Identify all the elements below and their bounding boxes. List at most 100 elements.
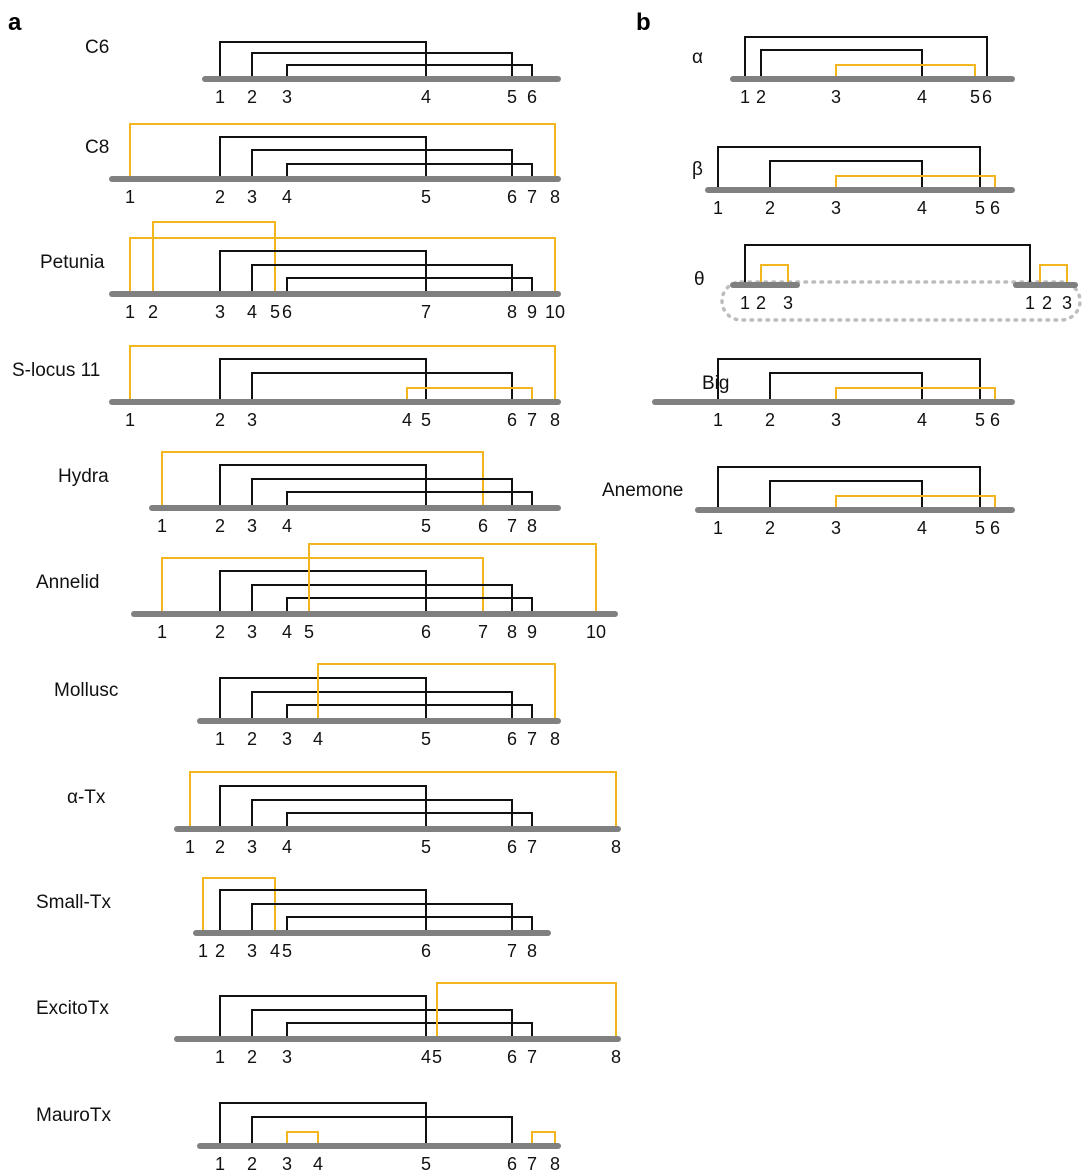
disulfide-bond-2-6 — [219, 889, 427, 933]
family-label: Anemone — [602, 480, 683, 501]
cysteine-number: 5 — [507, 87, 517, 107]
cysteine-number: 2 — [215, 941, 225, 961]
disulfide-bond-1-10 — [129, 237, 556, 294]
cysteine-number: 7 — [507, 516, 517, 536]
cysteine-number: 4 — [421, 1047, 431, 1067]
cysteine-number: 1 — [740, 293, 750, 313]
disulfide-bond-1-5 — [717, 146, 981, 190]
cysteine-number: 6 — [478, 516, 488, 536]
disulfide-bond-2-5 — [219, 358, 427, 402]
disulfide-bond-4-8 — [286, 491, 533, 508]
diagram-hydra: 1 2 3 4 5 6 7 8 Hydra — [58, 451, 561, 536]
disulfide-bond-3-7 — [251, 903, 513, 933]
disulfide-bond-2-6 — [251, 691, 513, 721]
cysteine-number: 6 — [282, 302, 292, 322]
cysteine-number: 4 — [282, 837, 292, 857]
disulfide-bond-1-6 — [744, 36, 988, 79]
cysteine-number: 1 — [125, 302, 135, 322]
cysteine-number: 6 — [507, 1047, 517, 1067]
disulfide-bond-1-8 — [129, 345, 556, 402]
cysteine-number: 5 — [421, 187, 431, 207]
cysteine-number: 1 — [713, 198, 723, 218]
disulfide-bond-2-3 — [760, 264, 789, 285]
disulfide-bond-5-10 — [308, 543, 597, 614]
cysteine-number: 2 — [247, 87, 257, 107]
cysteine-number: 8 — [550, 1154, 560, 1174]
panel-label-a: a — [8, 9, 22, 36]
diagram-c6: 1 2 3 4 5 6 C6 — [85, 37, 561, 107]
cysteine-number: 7 — [478, 622, 488, 642]
disulfide-bond-3-6 — [286, 64, 533, 79]
cysteine-number: 8 — [527, 516, 537, 536]
cysteine-number: 5 — [421, 516, 431, 536]
cysteine-number: 1 — [740, 87, 750, 107]
cysteine-number: 2 — [756, 87, 766, 107]
cysteine-number: 8 — [527, 941, 537, 961]
cysteine-number: 3 — [247, 622, 257, 642]
cysteine-number: 4 — [282, 516, 292, 536]
cysteine-number: 7 — [527, 837, 537, 857]
cysteine-number: 8 — [550, 410, 560, 430]
cysteine-number: 4 — [917, 87, 927, 107]
cysteine-number: 5 — [975, 410, 985, 430]
cysteine-number: 5 — [975, 198, 985, 218]
cysteine-number: 3 — [247, 837, 257, 857]
cysteine-number: 9 — [527, 622, 537, 642]
cysteine-number: 2 — [765, 410, 775, 430]
cysteine-number: 2 — [765, 518, 775, 538]
diagram-theta-def: 1 2 3 1 2 3θ — [694, 244, 1082, 322]
disulfide-bond-3-6 — [835, 175, 996, 190]
cysteine-number: 6 — [527, 87, 537, 107]
disulfide-bond-2-6 — [251, 1009, 513, 1039]
disulfide-bond-4-7 — [286, 812, 533, 829]
cysteine-number: 7 — [527, 1154, 537, 1174]
cysteine-number: 2 — [215, 622, 225, 642]
cysteine-number: 4 — [313, 729, 323, 749]
cysteine-number: 8 — [507, 302, 517, 322]
diagram-petunia: 1 2 3 4 5 6 7 8 9 10 Petunia — [40, 221, 565, 322]
family-label: C6 — [85, 37, 109, 58]
diagram-anemone: 1 2 3 4 5 6 Anemone — [602, 466, 1015, 538]
disulfide-bond-5-8 — [286, 916, 533, 933]
cysteine-number: 3 — [215, 302, 225, 322]
cysteine-number: 5 — [970, 87, 980, 107]
cysteine-number: 1 — [713, 518, 723, 538]
disulfide-bond-3-7 — [286, 1022, 533, 1039]
cysteine-number: 4 — [917, 410, 927, 430]
cysteine-number: 3 — [831, 87, 841, 107]
cysteine-number: 4 — [270, 941, 280, 961]
cysteine-number: 2 — [215, 837, 225, 857]
diagram-beta-def: 1 2 3 4 5 6 β — [692, 146, 1015, 218]
disulfide-bond-4-7 — [286, 163, 533, 179]
cysteine-number: 6 — [507, 729, 517, 749]
cysteine-number: 5 — [270, 302, 280, 322]
disulfide-bond-3-7 — [286, 704, 533, 721]
cysteine-number: 5 — [304, 622, 314, 642]
disulfide-bond-2-5 — [152, 221, 276, 294]
cysteine-number: 7 — [507, 941, 517, 961]
cysteine-number: 7 — [527, 187, 537, 207]
disulfide-bond-5-8 — [436, 982, 617, 1039]
cysteine-number: 2 — [756, 293, 766, 313]
cysteine-number: 3 — [247, 516, 257, 536]
disulfide-bond-3-6 — [251, 799, 513, 829]
cysteine-number: 1 — [125, 187, 135, 207]
family-label: MauroTx — [36, 1105, 111, 1126]
cysteine-number: 4 — [282, 187, 292, 207]
cysteine-number: 8 — [507, 622, 517, 642]
cysteine-number: 3 — [783, 293, 793, 313]
cysteine-number: 7 — [527, 729, 537, 749]
cysteine-number: 4 — [402, 410, 412, 430]
cysteine-number: 2 — [765, 198, 775, 218]
disulfide-bond-3-8 — [251, 584, 513, 614]
cysteine-number: 1 — [215, 87, 225, 107]
cysteine-number: 1 — [198, 941, 208, 961]
panel-label-b: b — [636, 9, 651, 36]
cysteine-number: 2 — [148, 302, 158, 322]
diagram-alpha-tx: 1 2 3 4 5 6 7 8 α-Tx — [67, 771, 621, 857]
disulfide-bond-2-5 — [219, 785, 427, 829]
cysteine-number: 3 — [282, 1047, 292, 1067]
family-label: Mollusc — [54, 680, 118, 701]
